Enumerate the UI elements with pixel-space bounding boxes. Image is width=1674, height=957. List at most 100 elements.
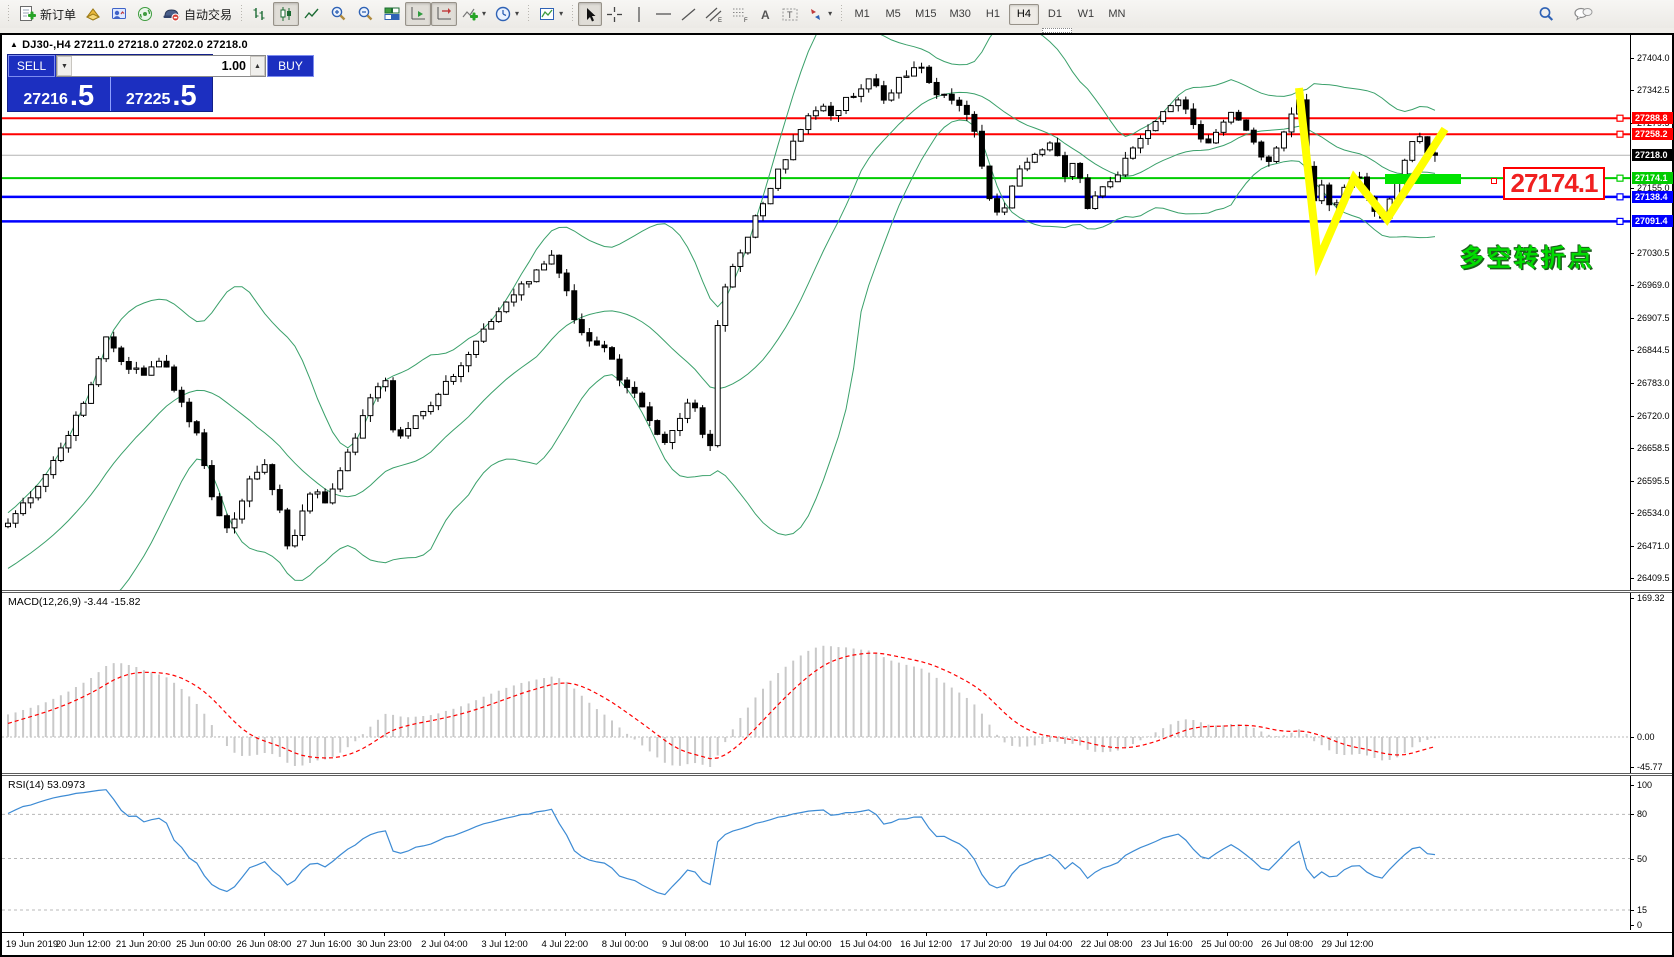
toolbar-grip[interactable] <box>838 4 846 24</box>
time-axis[interactable]: 19 Jun 2019 20 Jun 12:00 21 Jun 20:00 25 Ju… <box>2 932 1672 955</box>
chart-line-button[interactable] <box>299 2 325 26</box>
templates-button[interactable]: ▾ <box>534 2 567 26</box>
new-order-icon <box>20 6 36 21</box>
axis-tick <box>1631 382 1634 384</box>
axis-tick-label: 26720.0 <box>1637 410 1670 421</box>
text-label-button[interactable]: T <box>777 2 803 26</box>
line-chart-icon <box>304 8 319 19</box>
trendline-icon <box>681 8 696 20</box>
toolbar-grip[interactable] <box>525 4 533 24</box>
chart-hscroll[interactable] <box>0 28 1674 33</box>
macd-label: MACD(12,26,9) -3.44 -15.82 <box>8 596 141 608</box>
zoom-in-button[interactable] <box>325 2 352 26</box>
metaeditor-button[interactable] <box>80 2 106 26</box>
new-order-label: 新订单 <box>40 7 77 22</box>
symbol-ohlc-text: DJ30-,H4 27211.0 27218.0 27202.0 27218.0 <box>22 39 248 51</box>
rsi-pane[interactable] <box>2 776 1630 932</box>
zoom-out-button[interactable] <box>352 2 379 26</box>
annotation-note[interactable]: 多空转折点 <box>1460 245 1595 272</box>
pane-splitter[interactable] <box>2 773 1672 776</box>
vertical-line-button[interactable] <box>627 2 651 26</box>
chart-shift-button[interactable] <box>431 2 458 26</box>
cursor-button[interactable] <box>578 2 603 26</box>
autotrading-button[interactable]: 自动交易 <box>158 2 236 26</box>
macd-pane[interactable] <box>2 593 1630 773</box>
time-tick <box>23 933 24 936</box>
axis-tick <box>1631 447 1634 449</box>
buy-button[interactable]: BUY <box>267 55 314 77</box>
sell-price[interactable]: 27216 .5 <box>8 77 111 111</box>
time-label: 2 Jul 04:00 <box>421 939 468 950</box>
timeframe-mn-button[interactable]: MN <box>1102 4 1132 25</box>
time-label: 19 Jul 04:00 <box>1020 939 1073 950</box>
horizontal-line-button[interactable] <box>651 2 676 26</box>
svg-text:A: A <box>761 8 770 22</box>
indicators-icon <box>462 8 479 21</box>
toolbar-grip[interactable] <box>5 4 12 24</box>
time-tick <box>444 933 446 936</box>
axis-tick <box>1631 415 1634 417</box>
periods-button[interactable]: ▾ <box>490 2 523 26</box>
current-price-label: 27218.0 <box>1632 149 1673 162</box>
axis-tick <box>1631 814 1634 816</box>
timeframe-m5-button[interactable]: M5 <box>878 4 908 25</box>
axis-tick <box>1631 909 1634 911</box>
price-callout-box[interactable]: 27174.1 <box>1503 167 1605 200</box>
tile-windows-button[interactable] <box>379 2 405 26</box>
price-axis[interactable]: 27404.027342.527279.527155.027030.526969… <box>1630 35 1673 930</box>
volume-decrease-button[interactable]: ▼ <box>57 56 72 76</box>
dropdown-caret: ▾ <box>482 9 487 18</box>
axis-tick-label: 26534.0 <box>1637 507 1670 518</box>
text-button[interactable]: A <box>753 2 777 26</box>
time-tick <box>143 933 145 936</box>
zigzag-annotation[interactable] <box>1295 87 1449 277</box>
timeframe-h1-button[interactable]: H1 <box>978 4 1008 25</box>
chart-bars-button[interactable] <box>247 2 273 26</box>
equidistant-channel-button[interactable]: E <box>701 2 727 26</box>
chart-candles-button[interactable] <box>273 2 300 26</box>
time-tick <box>1287 933 1289 936</box>
timeframe-m30-button[interactable]: M30 <box>944 4 977 25</box>
toolbar-grip[interactable] <box>569 4 577 24</box>
timeframe-d1-button[interactable]: D1 <box>1040 4 1070 25</box>
volume-input[interactable] <box>72 56 250 76</box>
chart-hscroll-thumb[interactable] <box>1042 28 1072 33</box>
main-chart[interactable] <box>2 35 1630 590</box>
sell-price-main: 27216 <box>23 91 68 108</box>
axis-tick <box>1631 577 1634 579</box>
crosshair-button[interactable] <box>602 2 627 26</box>
axis-tick <box>1631 90 1634 92</box>
timeframe-w1-button[interactable]: W1 <box>1071 4 1101 25</box>
collapse-arrow-icon[interactable]: ▲ <box>10 40 19 49</box>
auto-scroll-button[interactable] <box>405 2 432 26</box>
time-label: 8 Jul 00:00 <box>601 939 649 950</box>
sell-button[interactable]: SELL <box>8 55 55 77</box>
new-order-button[interactable]: 新订单 <box>14 2 80 26</box>
signals-button[interactable] <box>132 2 158 26</box>
time-tick <box>203 933 205 936</box>
indicators-button[interactable]: ▾ <box>457 2 490 26</box>
arrows-button[interactable]: ▾ <box>803 2 836 26</box>
time-tick <box>805 933 807 936</box>
time-label: 21 Jun 20:00 <box>115 939 171 950</box>
arrows-icon <box>811 8 821 20</box>
strategy-tester-button[interactable] <box>106 2 132 26</box>
trendline-button[interactable] <box>676 2 701 26</box>
timeframe-m15-button[interactable]: M15 <box>909 4 942 25</box>
time-label: 27 Jun 16:00 <box>296 939 352 950</box>
dropdown-caret: ▾ <box>559 9 564 18</box>
pane-splitter[interactable] <box>2 590 1672 593</box>
buy-price[interactable]: 27225 .5 <box>111 77 213 111</box>
templates-icon <box>540 8 555 20</box>
toolbar-grip[interactable] <box>238 4 246 24</box>
axis-tick-label: 26783.0 <box>1637 377 1670 388</box>
timeframe-h4-button[interactable]: H4 <box>1008 3 1039 25</box>
time-label: 16 Jul 12:00 <box>900 939 952 950</box>
time-label: 30 Jun 23:00 <box>356 939 412 950</box>
timeframe-m1-button[interactable]: M1 <box>847 4 877 25</box>
search-button[interactable] <box>1533 2 1559 26</box>
autotrading-icon <box>163 9 180 22</box>
volume-increase-button[interactable]: ▲ <box>250 56 265 76</box>
chat-button[interactable] <box>1569 2 1597 26</box>
fibonacci-button[interactable]: F <box>727 2 753 26</box>
